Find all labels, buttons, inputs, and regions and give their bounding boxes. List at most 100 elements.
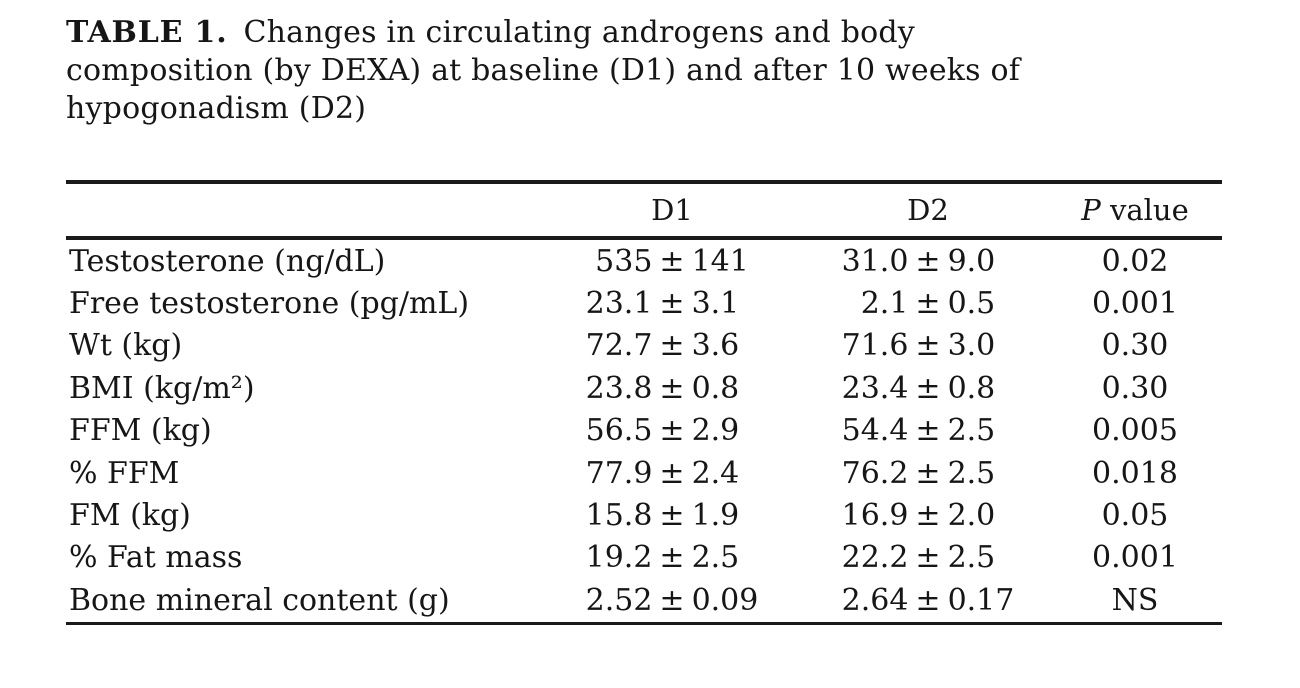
table-row: Testosterone (ng/dL) 535 ±141 31.0 ±9.0 0.… [66, 240, 1222, 282]
header-d1: D1 [651, 193, 693, 227]
p-italic: P [1081, 193, 1101, 227]
d2-value-cell: 54.4 ±2.5 [808, 413, 1048, 448]
d1-value-cell: 2.52 ±0.09 [536, 583, 808, 618]
caption-line-1: TABLE 1. Changes in circulating androgens… [66, 14, 1226, 52]
plus-minus-symbol: ± [915, 328, 941, 364]
plus-minus-symbol: ± [915, 413, 941, 449]
table-row: Bone mineral content (g) 2.52 ±0.09 2.64 ±… [66, 579, 1222, 621]
d2-value-cell: 23.4 ±0.8 [808, 371, 1048, 406]
d1-mean: 15.8 [585, 498, 653, 534]
row-label: Bone mineral content (g) [69, 582, 450, 618]
d1-value-cell: 23.1 ±3.1 [536, 286, 808, 321]
p-value-cell: 0.005 [1092, 413, 1178, 449]
table-row: % Fat mass 19.2 ±2.5 22.2 ±2.5 0.001 [66, 537, 1222, 579]
d2-value-cell: 16.9 ±2.0 [808, 498, 1048, 533]
table-number-label: TABLE 1. [66, 15, 228, 50]
d2-sd: 0.17 [947, 582, 1015, 618]
row-label: BMI (kg/m²) [69, 370, 255, 406]
plus-minus-symbol: ± [659, 413, 685, 449]
d2-sd: 2.5 [947, 540, 996, 576]
plus-minus-symbol: ± [659, 455, 685, 491]
plus-minus-symbol: ± [915, 540, 941, 576]
table-row: Wt (kg) 72.7 ±3.6 71.6 ±3.0 0.30 [66, 325, 1222, 367]
d1-sd: 141 [691, 243, 749, 279]
d2-sd: 2.0 [947, 498, 996, 534]
table-row: FFM (kg) 56.5 ±2.9 54.4 ±2.5 0.005 [66, 410, 1222, 452]
d2-mean: 2.64 [841, 582, 909, 618]
table-header-row: D1 D2 P value [66, 184, 1222, 236]
d2-value-cell: 2.1 ±0.5 [808, 286, 1048, 321]
d1-sd: 3.6 [691, 328, 740, 364]
d1-sd: 2.4 [691, 455, 740, 491]
data-table: D1 D2 P value Testosterone (ng/dL) 535 ±1… [66, 180, 1222, 625]
d2-sd: 0.5 [947, 286, 996, 322]
d2-mean: 76.2 [841, 455, 909, 491]
row-label: FM (kg) [69, 498, 191, 534]
table-bottom-rule [66, 621, 1222, 625]
d2-value-cell: 31.0 ±9.0 [808, 244, 1048, 279]
plus-minus-symbol: ± [915, 582, 941, 618]
d1-mean: 2.52 [585, 582, 653, 618]
p-value-cell: 0.30 [1101, 328, 1169, 364]
d2-mean: 16.9 [841, 498, 909, 534]
row-label: FFM (kg) [69, 413, 212, 449]
d1-sd: 2.5 [691, 540, 740, 576]
plus-minus-symbol: ± [659, 370, 685, 406]
d2-sd: 0.8 [947, 370, 996, 406]
d2-sd: 2.5 [947, 413, 996, 449]
row-label: Testosterone (ng/dL) [69, 243, 386, 279]
d1-sd: 0.09 [691, 582, 759, 618]
d1-mean: 23.8 [585, 370, 653, 406]
d1-value-cell: 15.8 ±1.9 [536, 498, 808, 533]
d1-mean: 535 [595, 243, 653, 279]
plus-minus-symbol: ± [915, 243, 941, 279]
d1-value-cell: 535 ±141 [536, 244, 808, 279]
row-label: % Fat mass [69, 540, 243, 576]
d1-value-cell: 77.9 ±2.4 [536, 456, 808, 491]
p-value-cell: NS [1111, 582, 1159, 618]
p-value-cell: 0.02 [1101, 243, 1169, 279]
d2-sd: 3.0 [947, 328, 996, 364]
plus-minus-symbol: ± [659, 582, 685, 618]
plus-minus-symbol: ± [659, 286, 685, 322]
caption-line-2: composition (by DEXA) at baseline (D1) a… [66, 53, 1021, 88]
caption-text-1: Changes in circulating androgens and bod… [243, 15, 915, 50]
d1-mean: 72.7 [585, 328, 653, 364]
d1-value-cell: 19.2 ±2.5 [536, 540, 808, 575]
d1-sd: 0.8 [691, 370, 740, 406]
d1-sd: 3.1 [691, 286, 740, 322]
d1-sd: 2.9 [691, 413, 740, 449]
plus-minus-symbol: ± [915, 455, 941, 491]
d2-value-cell: 76.2 ±2.5 [808, 456, 1048, 491]
plus-minus-symbol: ± [915, 286, 941, 322]
caption-line-3: hypogonadism (D2) [66, 91, 367, 126]
d1-mean: 77.9 [585, 455, 653, 491]
row-label: Free testosterone (pg/mL) [69, 286, 470, 322]
d1-value-cell: 56.5 ±2.9 [536, 413, 808, 448]
table-row: % FFM 77.9 ±2.4 76.2 ±2.5 0.018 [66, 452, 1222, 494]
header-p-value: P value [1048, 193, 1222, 227]
d2-value-cell: 2.64 ±0.17 [808, 583, 1048, 618]
d2-value-cell: 22.2 ±2.5 [808, 540, 1048, 575]
d1-value-cell: 72.7 ±3.6 [536, 328, 808, 363]
d2-mean: 22.2 [841, 540, 909, 576]
d2-sd: 9.0 [947, 243, 996, 279]
d2-mean: 2.1 [860, 286, 909, 322]
d1-sd: 1.9 [691, 498, 740, 534]
row-label: Wt (kg) [69, 328, 183, 364]
p-value-cell: 0.001 [1092, 540, 1178, 576]
d1-mean: 56.5 [585, 413, 653, 449]
d1-mean: 19.2 [585, 540, 653, 576]
table-row: FM (kg) 15.8 ±1.9 16.9 ±2.0 0.05 [66, 494, 1222, 536]
row-label: % FFM [69, 455, 180, 491]
d2-mean: 23.4 [841, 370, 909, 406]
plus-minus-symbol: ± [915, 370, 941, 406]
d2-mean: 31.0 [841, 243, 909, 279]
d2-mean: 54.4 [841, 413, 909, 449]
plus-minus-symbol: ± [659, 243, 685, 279]
plus-minus-symbol: ± [659, 540, 685, 576]
table-row: Free testosterone (pg/mL) 23.1 ±3.1 2.1 ±0… [66, 282, 1222, 324]
header-d2: D2 [907, 193, 949, 227]
table-caption: TABLE 1. Changes in circulating androgens… [66, 14, 1226, 128]
